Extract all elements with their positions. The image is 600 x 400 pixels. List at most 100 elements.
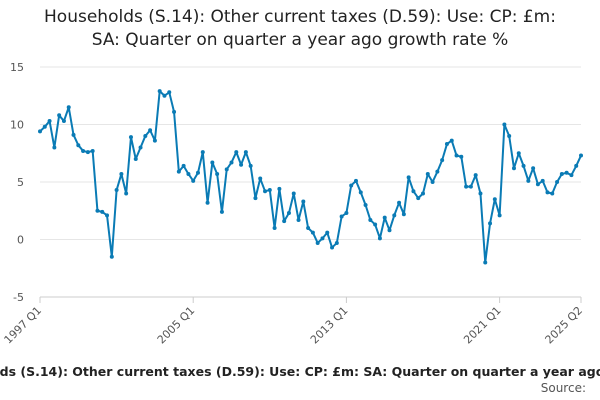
data-point[interactable] [210,160,215,165]
data-point[interactable] [334,240,339,245]
data-point[interactable] [105,213,110,218]
data-point[interactable] [128,135,133,140]
data-point[interactable] [411,189,416,194]
data-point[interactable] [243,150,248,155]
data-point[interactable] [205,200,210,205]
data-point[interactable] [258,176,263,181]
data-point[interactable] [172,109,177,114]
data-point[interactable] [52,145,57,150]
data-point[interactable] [497,213,502,218]
data-point[interactable] [191,178,196,183]
data-point[interactable] [301,199,306,204]
data-point[interactable] [167,90,172,95]
data-point[interactable] [440,158,445,163]
data-point[interactable] [358,190,363,195]
data-point[interactable] [521,163,526,168]
data-point[interactable] [464,184,469,189]
data-point[interactable] [564,170,569,175]
data-point[interactable] [339,214,344,219]
data-point[interactable] [71,132,76,137]
data-point[interactable] [315,240,320,245]
data-point[interactable] [272,226,277,230]
data-point[interactable] [483,260,488,265]
data-point[interactable] [253,196,258,201]
data-point[interactable] [531,166,536,171]
data-point[interactable] [444,142,449,147]
data-point[interactable] [416,196,421,201]
data-point[interactable] [239,162,244,167]
data-point[interactable] [349,183,354,188]
data-point[interactable] [291,191,296,196]
data-point[interactable] [488,221,493,226]
data-point[interactable] [85,150,90,155]
data-point[interactable] [148,128,153,133]
data-point[interactable] [459,154,464,159]
data-point[interactable] [569,173,574,178]
data-point[interactable] [296,217,301,222]
data-point[interactable] [57,113,62,118]
data-point[interactable] [38,129,42,134]
data-point[interactable] [186,171,191,176]
data-point[interactable] [540,178,545,183]
data-point[interactable] [81,148,86,153]
data-point[interactable] [310,230,315,235]
data-point[interactable] [90,148,95,153]
data-point[interactable] [502,122,507,127]
data-point[interactable] [421,191,426,196]
data-point[interactable] [377,236,382,241]
data-point[interactable] [215,171,220,176]
data-point[interactable] [368,217,373,222]
data-point[interactable] [176,169,181,174]
data-point[interactable] [511,166,516,171]
data-point[interactable] [454,153,459,158]
data-point[interactable] [181,163,186,168]
data-point[interactable] [559,171,564,176]
data-point[interactable] [277,186,282,191]
data-point[interactable] [492,197,497,202]
data-point[interactable] [406,175,411,180]
data-point[interactable] [397,200,402,205]
data-point[interactable] [401,212,406,217]
data-point[interactable] [138,145,143,150]
data-point[interactable] [157,89,162,94]
data-point[interactable] [526,178,531,183]
data-point[interactable] [143,134,148,138]
data-point[interactable] [133,157,138,161]
data-point[interactable] [392,213,397,218]
data-point[interactable] [373,222,378,227]
data-point[interactable] [425,171,430,176]
data-point[interactable] [478,191,483,196]
data-point[interactable] [152,138,157,143]
data-point[interactable] [325,230,330,235]
data-point[interactable] [574,163,579,168]
data-point[interactable] [507,134,512,138]
data-point[interactable] [282,219,287,224]
data-point[interactable] [430,180,435,184]
data-point[interactable] [550,191,555,196]
data-point[interactable] [224,167,229,172]
data-point[interactable] [382,215,387,220]
data-point[interactable] [234,150,239,155]
data-point[interactable] [344,211,349,216]
data-point[interactable] [76,143,81,148]
data-point[interactable] [330,245,335,250]
data-point[interactable] [200,150,205,155]
data-point[interactable] [267,188,272,193]
data-point[interactable] [435,169,440,174]
data-point[interactable] [387,228,392,233]
data-point[interactable] [162,93,167,98]
data-point[interactable] [535,182,540,187]
data-point[interactable] [320,236,325,241]
data-point[interactable] [263,189,268,194]
data-point[interactable] [449,138,454,143]
data-point[interactable] [47,119,52,124]
data-point[interactable] [363,203,368,207]
data-point[interactable] [545,190,550,195]
data-point[interactable] [42,124,47,129]
data-point[interactable] [95,208,100,213]
data-point[interactable] [195,170,200,175]
data-point[interactable] [109,254,114,259]
data-point[interactable] [579,153,583,158]
data-point[interactable] [61,119,66,124]
data-point[interactable] [555,180,560,184]
